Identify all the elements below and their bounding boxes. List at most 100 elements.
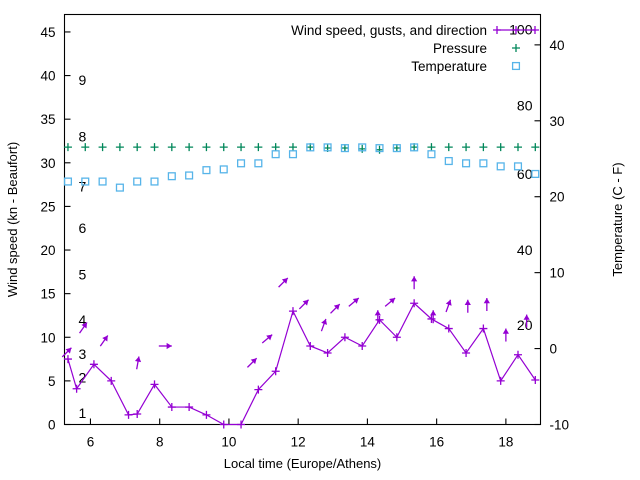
- wind-speed-point: [185, 403, 194, 412]
- pressure-point: [185, 143, 194, 152]
- y-tick-label: 25: [40, 199, 55, 214]
- wind-direction-arrow: [134, 356, 142, 370]
- temperature-point: [237, 159, 246, 168]
- temperature-point: [513, 162, 523, 171]
- legend-marker: [531, 26, 539, 34]
- temperature-point: [219, 165, 228, 174]
- legend-marker: [512, 44, 520, 52]
- wind-speed-point: [89, 360, 98, 369]
- y2-tick-label: 20: [550, 190, 565, 205]
- wind-speed-point: [288, 307, 297, 316]
- y-tick-label: 5: [48, 374, 56, 389]
- y-tick-label: 40: [40, 69, 55, 84]
- pressure-point: [115, 143, 124, 152]
- wind-speed-point: [444, 324, 453, 333]
- x-tick-label: 8: [156, 435, 164, 450]
- wind-direction-arrow: [430, 310, 437, 324]
- pressure-point: [288, 143, 297, 152]
- pressure-point: [531, 143, 540, 152]
- y-tick-label: 20: [40, 243, 55, 258]
- wind-speed-point: [124, 410, 133, 419]
- wind-direction-arrow: [464, 299, 471, 313]
- wind-direction-arrow: [278, 277, 289, 288]
- wind-speed-point: [202, 410, 211, 419]
- x-tick-label: 14: [360, 435, 376, 450]
- wind-direction-arrow: [261, 334, 273, 344]
- x-tick-label: 18: [498, 435, 513, 450]
- wind-speed-point: [358, 341, 367, 350]
- legend-label: Pressure: [433, 41, 487, 56]
- pressure-point: [513, 143, 522, 152]
- temperature-point: [340, 144, 349, 153]
- temperature-point: [375, 144, 384, 153]
- wind-direction-arrow: [502, 328, 509, 342]
- pressure-point: [219, 143, 228, 152]
- pressure-point: [462, 143, 471, 152]
- y-tick-label: 0: [48, 418, 56, 433]
- legend-marker: [511, 61, 521, 71]
- beaufort-scale-label: 5: [79, 266, 87, 282]
- pressure-point: [375, 145, 384, 154]
- temperature-point: [288, 150, 298, 159]
- y-tick-label: 35: [40, 112, 55, 127]
- beaufort-scale-label: 1: [79, 405, 87, 421]
- pressure-point: [427, 143, 436, 152]
- wind-speed-point: [219, 420, 228, 429]
- wind-speed-point: [306, 341, 315, 350]
- temperature-point: [531, 169, 540, 178]
- temperature-point: [410, 143, 419, 152]
- pressure-point: [133, 143, 142, 152]
- wind-direction-arrow: [348, 297, 360, 307]
- wind-speed-point: [531, 376, 540, 385]
- x-tick-label: 12: [291, 435, 306, 450]
- temperature-point: [479, 159, 488, 168]
- y2-tick-label: 40: [550, 38, 565, 53]
- beaufort-scale-label: 8: [79, 129, 87, 145]
- plot-frame: [63, 13, 542, 426]
- wind-direction-arrow: [411, 276, 418, 290]
- wind-speed-point: [254, 385, 263, 394]
- temperature-point: [392, 144, 401, 153]
- wind-speed-point: [72, 384, 81, 393]
- pressure-point: [358, 144, 367, 153]
- legend-marker: [493, 26, 501, 34]
- y2-tick-label: 0: [550, 342, 558, 357]
- wind-direction-arrow: [330, 303, 341, 314]
- wind-speed-point: [150, 380, 159, 389]
- pressure-point: [167, 143, 176, 152]
- temperature-point: [167, 172, 176, 181]
- y-axis-title: Wind speed (kn - Beaufort): [5, 142, 20, 297]
- temperature-point: [462, 159, 471, 168]
- pressure-point: [444, 143, 453, 152]
- beaufort-scale-label: 4: [79, 312, 87, 328]
- wind-speed-point: [167, 403, 176, 412]
- y2-tick-label: 30: [550, 114, 565, 129]
- wind-direction-arrow: [384, 297, 396, 307]
- beaufort-scale-label: 2: [79, 369, 87, 385]
- pressure-point: [150, 143, 159, 152]
- temperature-point: [306, 143, 315, 152]
- temperature-point: [271, 150, 280, 159]
- y-tick-label: 30: [40, 156, 55, 171]
- wind-speed-point: [375, 315, 384, 324]
- wind-direction-arrow: [246, 357, 258, 368]
- legend-marker: [512, 26, 520, 34]
- wind-speed-point: [340, 333, 349, 342]
- legend-label: Wind speed, gusts, and direction: [291, 23, 487, 38]
- y-tick-label: 15: [40, 287, 55, 302]
- temperature-point: [133, 177, 142, 186]
- temperature-point: [63, 177, 73, 186]
- fahrenheit-scale-label: 80: [517, 98, 533, 114]
- fahrenheit-scale-label: 60: [517, 166, 533, 182]
- temperature-point: [358, 143, 367, 152]
- temperature-point: [444, 156, 453, 166]
- wind-speed-point: [133, 410, 142, 419]
- pressure-point: [479, 143, 488, 152]
- x-tick-label: 16: [429, 435, 444, 450]
- pressure-point: [496, 143, 505, 152]
- wind-direction-arrow: [79, 322, 88, 334]
- pressure-point: [63, 143, 72, 152]
- x-tick-label: 10: [221, 435, 236, 450]
